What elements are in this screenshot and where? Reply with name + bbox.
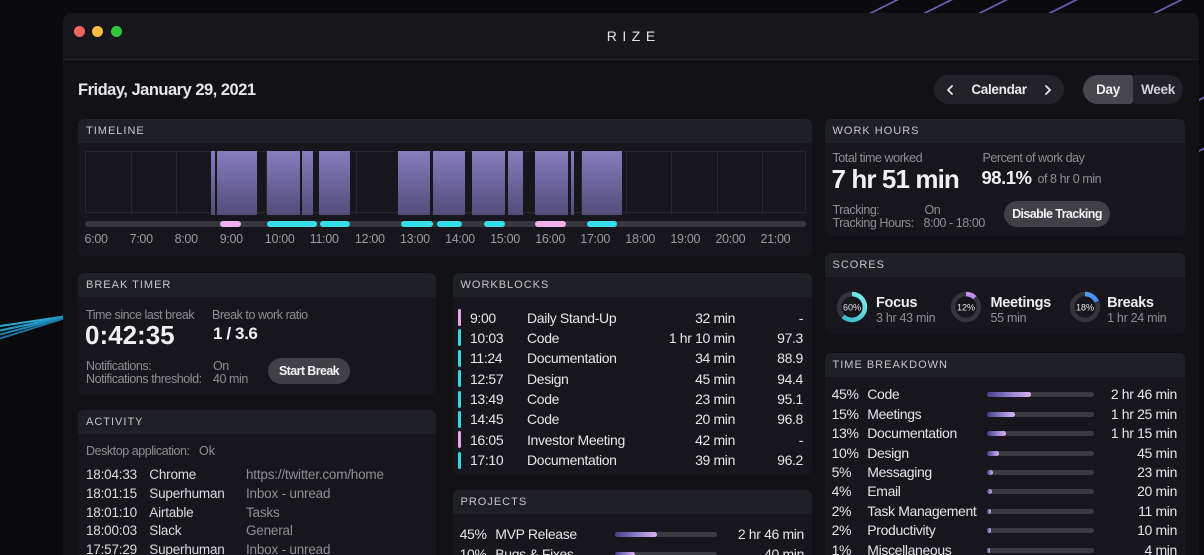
svg-text:12%: 12% [957, 302, 975, 312]
svg-text:18%: 18% [1076, 302, 1094, 312]
svg-text:60%: 60% [843, 302, 861, 312]
